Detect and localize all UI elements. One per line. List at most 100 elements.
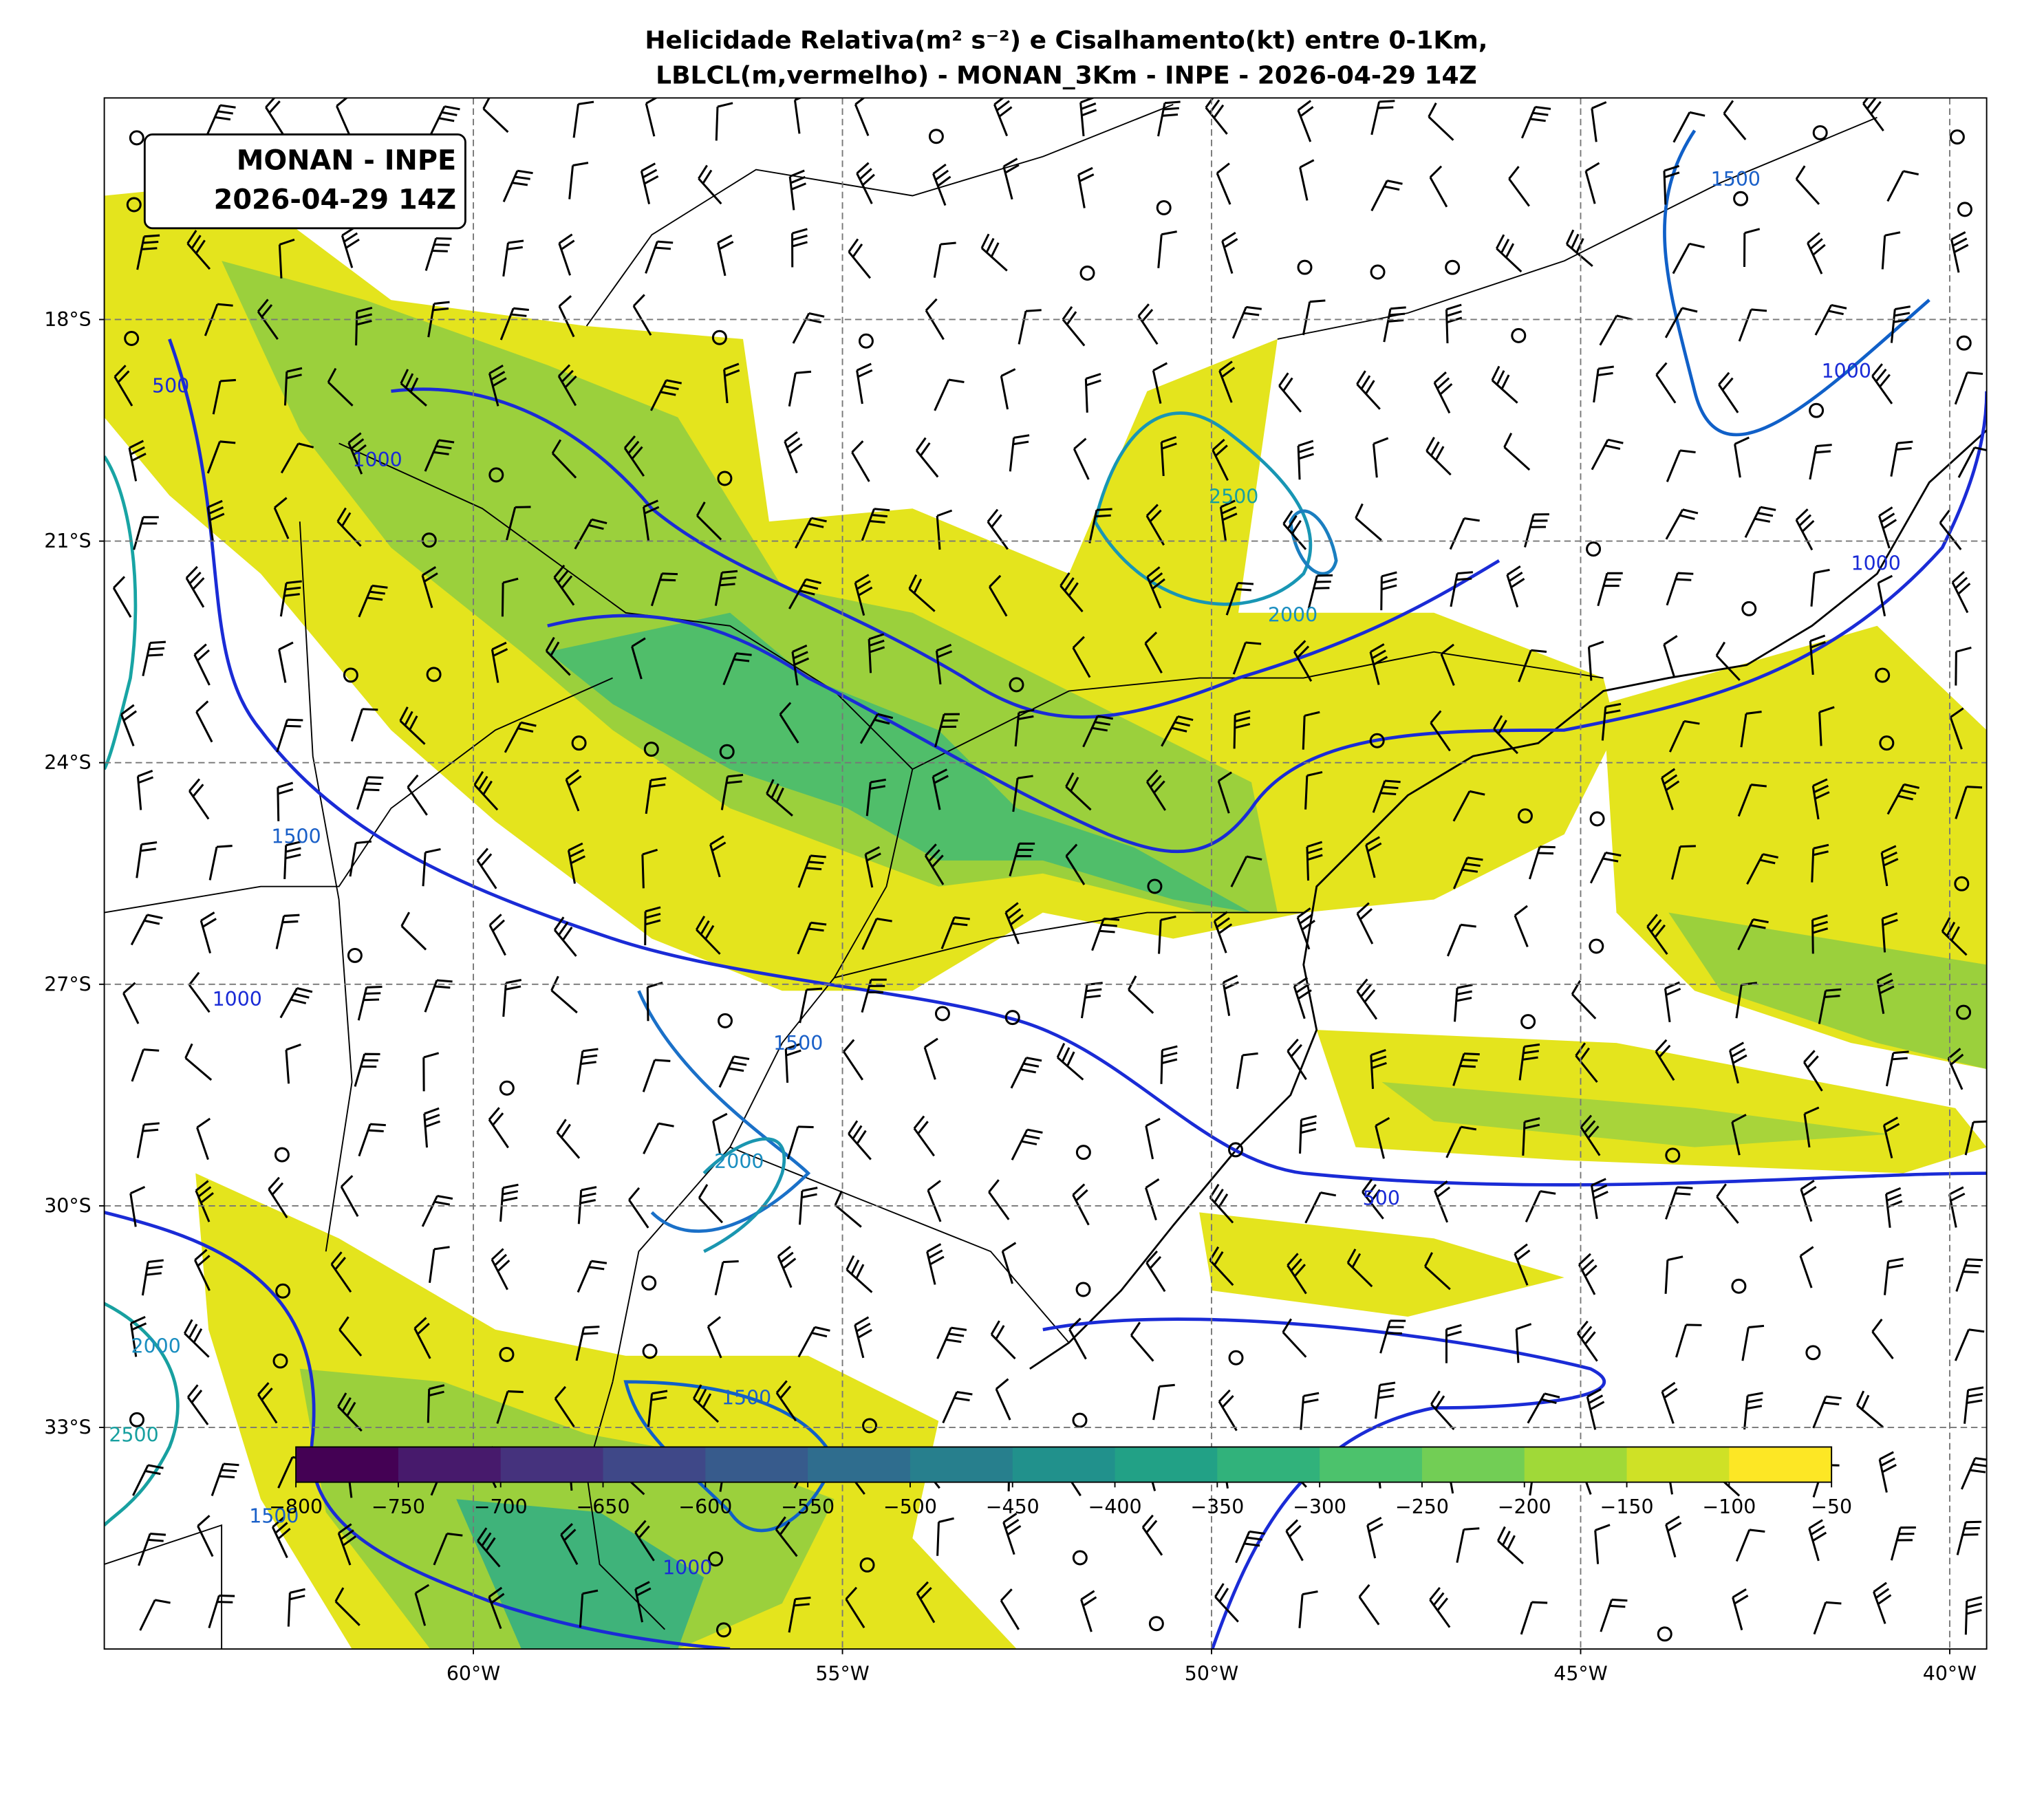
calm-marker [1805, 1345, 1821, 1361]
wind-barb [1213, 911, 1233, 953]
wind-barb [1729, 1041, 1747, 1084]
wind-barb [427, 301, 450, 338]
colorbar-tick-label: −50 [1811, 1496, 1852, 1518]
wind-barb [1884, 1187, 1903, 1228]
wind-barb [1278, 372, 1302, 413]
wind-barb [257, 1382, 278, 1424]
wind-barb [553, 564, 575, 606]
colorbar-tick-label: −550 [781, 1496, 835, 1518]
wind-barb [136, 234, 160, 270]
wind-barb [1002, 1513, 1022, 1555]
wind-barb [1302, 299, 1326, 336]
colorbar-tick-label: −350 [1190, 1496, 1244, 1518]
wind-barb [279, 580, 302, 617]
wind-barb [1236, 1052, 1258, 1089]
wind-barb [488, 1586, 505, 1630]
calm-marker [1954, 876, 1970, 892]
colorbar-segment [1524, 1447, 1628, 1482]
wind-barb [355, 306, 373, 346]
wind-barb [1597, 572, 1623, 607]
wind-barb [1957, 446, 1987, 478]
wind-barbs [112, 98, 1987, 1642]
wind-barb [205, 104, 236, 137]
wind-barb [114, 365, 133, 407]
wind-barb [1964, 1386, 1984, 1424]
wind-barb [1365, 836, 1382, 878]
wind-barb [797, 921, 827, 955]
wind-barb [1375, 1381, 1396, 1419]
wind-barb [136, 841, 158, 878]
wind-barb [1576, 1320, 1598, 1362]
wind-barb [1812, 1395, 1842, 1429]
wind-barb [1293, 640, 1313, 682]
calm-marker [862, 1418, 878, 1434]
calm-marker [1957, 202, 1972, 217]
wind-barb [1795, 508, 1815, 551]
calm-marker [1075, 1145, 1091, 1160]
wind-barb [1287, 1038, 1307, 1080]
wind-barb [1299, 1114, 1317, 1154]
wind-barb [185, 565, 205, 608]
colorbar-segment [1115, 1447, 1218, 1482]
wind-barb [502, 169, 533, 202]
wind-barb [1523, 513, 1549, 548]
wind-barb [799, 987, 823, 1024]
wind-barb [1664, 307, 1698, 338]
colorbar-segment [910, 1447, 1013, 1482]
wind-barb [1862, 98, 1884, 132]
wind-barb [1426, 436, 1452, 476]
wind-barb [1746, 853, 1778, 885]
wind-barb [1217, 771, 1232, 814]
wind-barb [1871, 1318, 1894, 1360]
wind-barb [183, 1319, 210, 1358]
wind-barb [1565, 229, 1593, 268]
wind-barb [506, 506, 531, 541]
wind-barb [1065, 772, 1092, 811]
wind-barb [499, 307, 529, 341]
wind-barb [935, 643, 953, 684]
wind-barb [422, 847, 441, 887]
wind-barb [347, 432, 367, 475]
contour-label: 1000 [213, 988, 262, 1011]
wind-barb [1601, 702, 1622, 741]
wind-barb [1809, 444, 1832, 480]
wind-barb [1379, 1319, 1406, 1354]
y-tick-label: 33°S [44, 1416, 91, 1439]
calm-marker [1228, 1350, 1244, 1365]
contour-label: 2500 [109, 1423, 158, 1446]
wind-barb [1955, 1258, 1983, 1292]
wind-barb [1672, 242, 1705, 274]
wind-barb [197, 1515, 214, 1557]
wind-barb [1383, 306, 1406, 343]
wind-barb [623, 435, 645, 477]
wind-barb [1737, 784, 1767, 817]
wind-barb [579, 1589, 599, 1628]
wind-barb [934, 713, 960, 748]
wind-barb [138, 1532, 166, 1566]
wind-barb [491, 641, 508, 683]
wind-barb [856, 363, 873, 404]
wind-barb [1496, 234, 1523, 273]
wind-barb [923, 1037, 938, 1080]
colorbar-tick-label: −750 [372, 1496, 425, 1518]
calm-marker [1148, 1616, 1164, 1632]
calm-marker [499, 1346, 515, 1362]
wind-barb [1813, 1601, 1842, 1635]
wind-barb [1506, 565, 1525, 608]
wind-barb [1518, 1043, 1540, 1081]
wind-barb [337, 1392, 363, 1432]
wind-barb [843, 1039, 864, 1081]
wind-barb [184, 1043, 213, 1081]
calm-marker [1879, 735, 1895, 751]
wind-barb [424, 237, 452, 271]
wind-barb [1809, 634, 1826, 675]
wind-barb [1591, 438, 1624, 471]
calm-marker [488, 467, 504, 483]
wind-barb [1808, 1519, 1827, 1562]
wind-barb [208, 1595, 235, 1629]
wind-barb [1961, 1457, 1987, 1490]
wind-barb [287, 1588, 305, 1627]
wind-barb [575, 1326, 600, 1361]
